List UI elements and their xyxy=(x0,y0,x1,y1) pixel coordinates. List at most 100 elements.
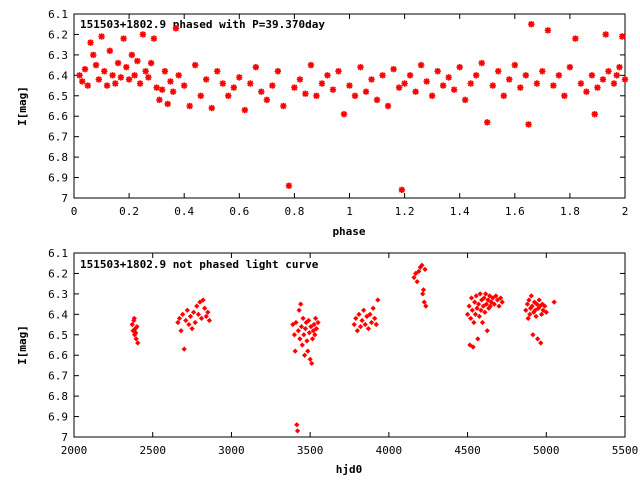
x-tick-label: 4000 xyxy=(376,444,403,457)
x-tick-label: 3500 xyxy=(297,444,324,457)
data-point xyxy=(312,332,318,338)
data-point xyxy=(311,321,317,328)
data-point xyxy=(187,313,194,320)
data-point xyxy=(205,309,211,315)
data-point xyxy=(133,336,139,342)
data-point xyxy=(528,21,535,28)
data-point xyxy=(500,92,507,99)
data-point xyxy=(619,33,626,40)
data-point xyxy=(142,68,149,75)
data-point xyxy=(469,307,475,313)
data-point xyxy=(292,348,298,354)
data-point xyxy=(487,303,494,309)
data-point xyxy=(422,266,428,272)
data-point xyxy=(464,311,471,317)
data-point xyxy=(134,323,140,330)
x-tick-label: 1.6 xyxy=(505,205,525,218)
y-tick-label: 6.2 xyxy=(48,28,68,41)
data-point xyxy=(109,72,116,79)
chart-title: 151503+1802.9 phased with P=39.370day xyxy=(80,18,325,31)
data-point xyxy=(302,90,309,97)
data-point xyxy=(176,315,183,322)
data-point xyxy=(297,336,303,342)
data-point xyxy=(599,76,607,83)
data-point xyxy=(479,319,486,326)
data-point xyxy=(416,268,422,275)
y-tick-label: 6.5 xyxy=(48,90,68,103)
data-point xyxy=(125,76,133,83)
data-point xyxy=(572,35,579,42)
y-tick-label: 7 xyxy=(61,192,68,205)
data-point xyxy=(301,332,307,338)
data-point xyxy=(474,305,480,311)
y-axis-label: I[mag] xyxy=(16,86,29,126)
data-point xyxy=(485,297,491,303)
data-point xyxy=(533,313,539,320)
data-point xyxy=(613,72,620,79)
data-point xyxy=(468,295,475,301)
data-point xyxy=(258,88,265,95)
data-point xyxy=(472,299,478,305)
y-tick-label: 6.1 xyxy=(48,247,68,260)
y-tick-label: 6.6 xyxy=(48,110,68,123)
data-point xyxy=(450,86,458,93)
data-point xyxy=(214,68,221,75)
data-point xyxy=(481,295,487,301)
x-tick-label: 0.4 xyxy=(174,205,194,218)
data-point xyxy=(194,303,200,309)
data-point xyxy=(117,74,125,81)
data-point xyxy=(412,88,419,95)
x-tick-label: 0.2 xyxy=(119,205,139,218)
data-point xyxy=(605,68,612,75)
data-point xyxy=(544,27,552,34)
data-point xyxy=(356,311,362,317)
x-tick-label: 2000 xyxy=(61,444,88,457)
data-point xyxy=(112,80,119,87)
y-tick-label: 6.4 xyxy=(48,308,68,321)
data-point xyxy=(486,293,493,299)
data-point xyxy=(373,96,381,104)
data-point xyxy=(494,297,501,303)
data-point xyxy=(462,96,469,104)
data-point xyxy=(123,63,130,71)
data-point xyxy=(379,72,386,79)
data-point xyxy=(491,301,497,307)
data-point xyxy=(471,319,477,326)
data-point xyxy=(602,31,609,38)
y-tick-label: 7 xyxy=(61,431,68,444)
data-point xyxy=(489,82,496,89)
data-point xyxy=(147,59,155,67)
data-point xyxy=(192,61,199,69)
data-point xyxy=(300,315,306,322)
data-point xyxy=(536,297,542,303)
plot-frame xyxy=(73,252,626,438)
data-point xyxy=(219,80,226,87)
data-point xyxy=(428,92,436,99)
x-axis-label: phase xyxy=(332,225,365,238)
data-point xyxy=(406,72,414,79)
data-point xyxy=(291,84,298,91)
data-point xyxy=(412,270,419,277)
plot-frame xyxy=(73,13,626,199)
data-point xyxy=(184,307,190,313)
data-point xyxy=(522,72,530,79)
data-point xyxy=(172,25,180,32)
data-point xyxy=(434,68,441,75)
data-point xyxy=(476,313,483,320)
y-tick-label: 6.9 xyxy=(48,172,68,185)
x-tick-label: 1 xyxy=(346,205,353,218)
data-point xyxy=(76,72,83,79)
data-point xyxy=(395,84,403,91)
data-point xyxy=(523,307,529,313)
data-point xyxy=(398,186,406,194)
data-point xyxy=(475,336,481,342)
y-tick-label: 6.7 xyxy=(48,370,68,383)
data-point xyxy=(98,33,105,40)
data-point xyxy=(310,328,316,334)
data-point xyxy=(274,68,282,75)
data-point xyxy=(340,110,348,118)
data-point xyxy=(368,319,375,326)
axis-ticks: 0 0.2 0.4 0.6 0.8 1 1.2 1.4 1.6 1.8 2 6.1 6.2 6.3 6.4 6… xyxy=(48,8,628,218)
data-point xyxy=(368,76,375,83)
